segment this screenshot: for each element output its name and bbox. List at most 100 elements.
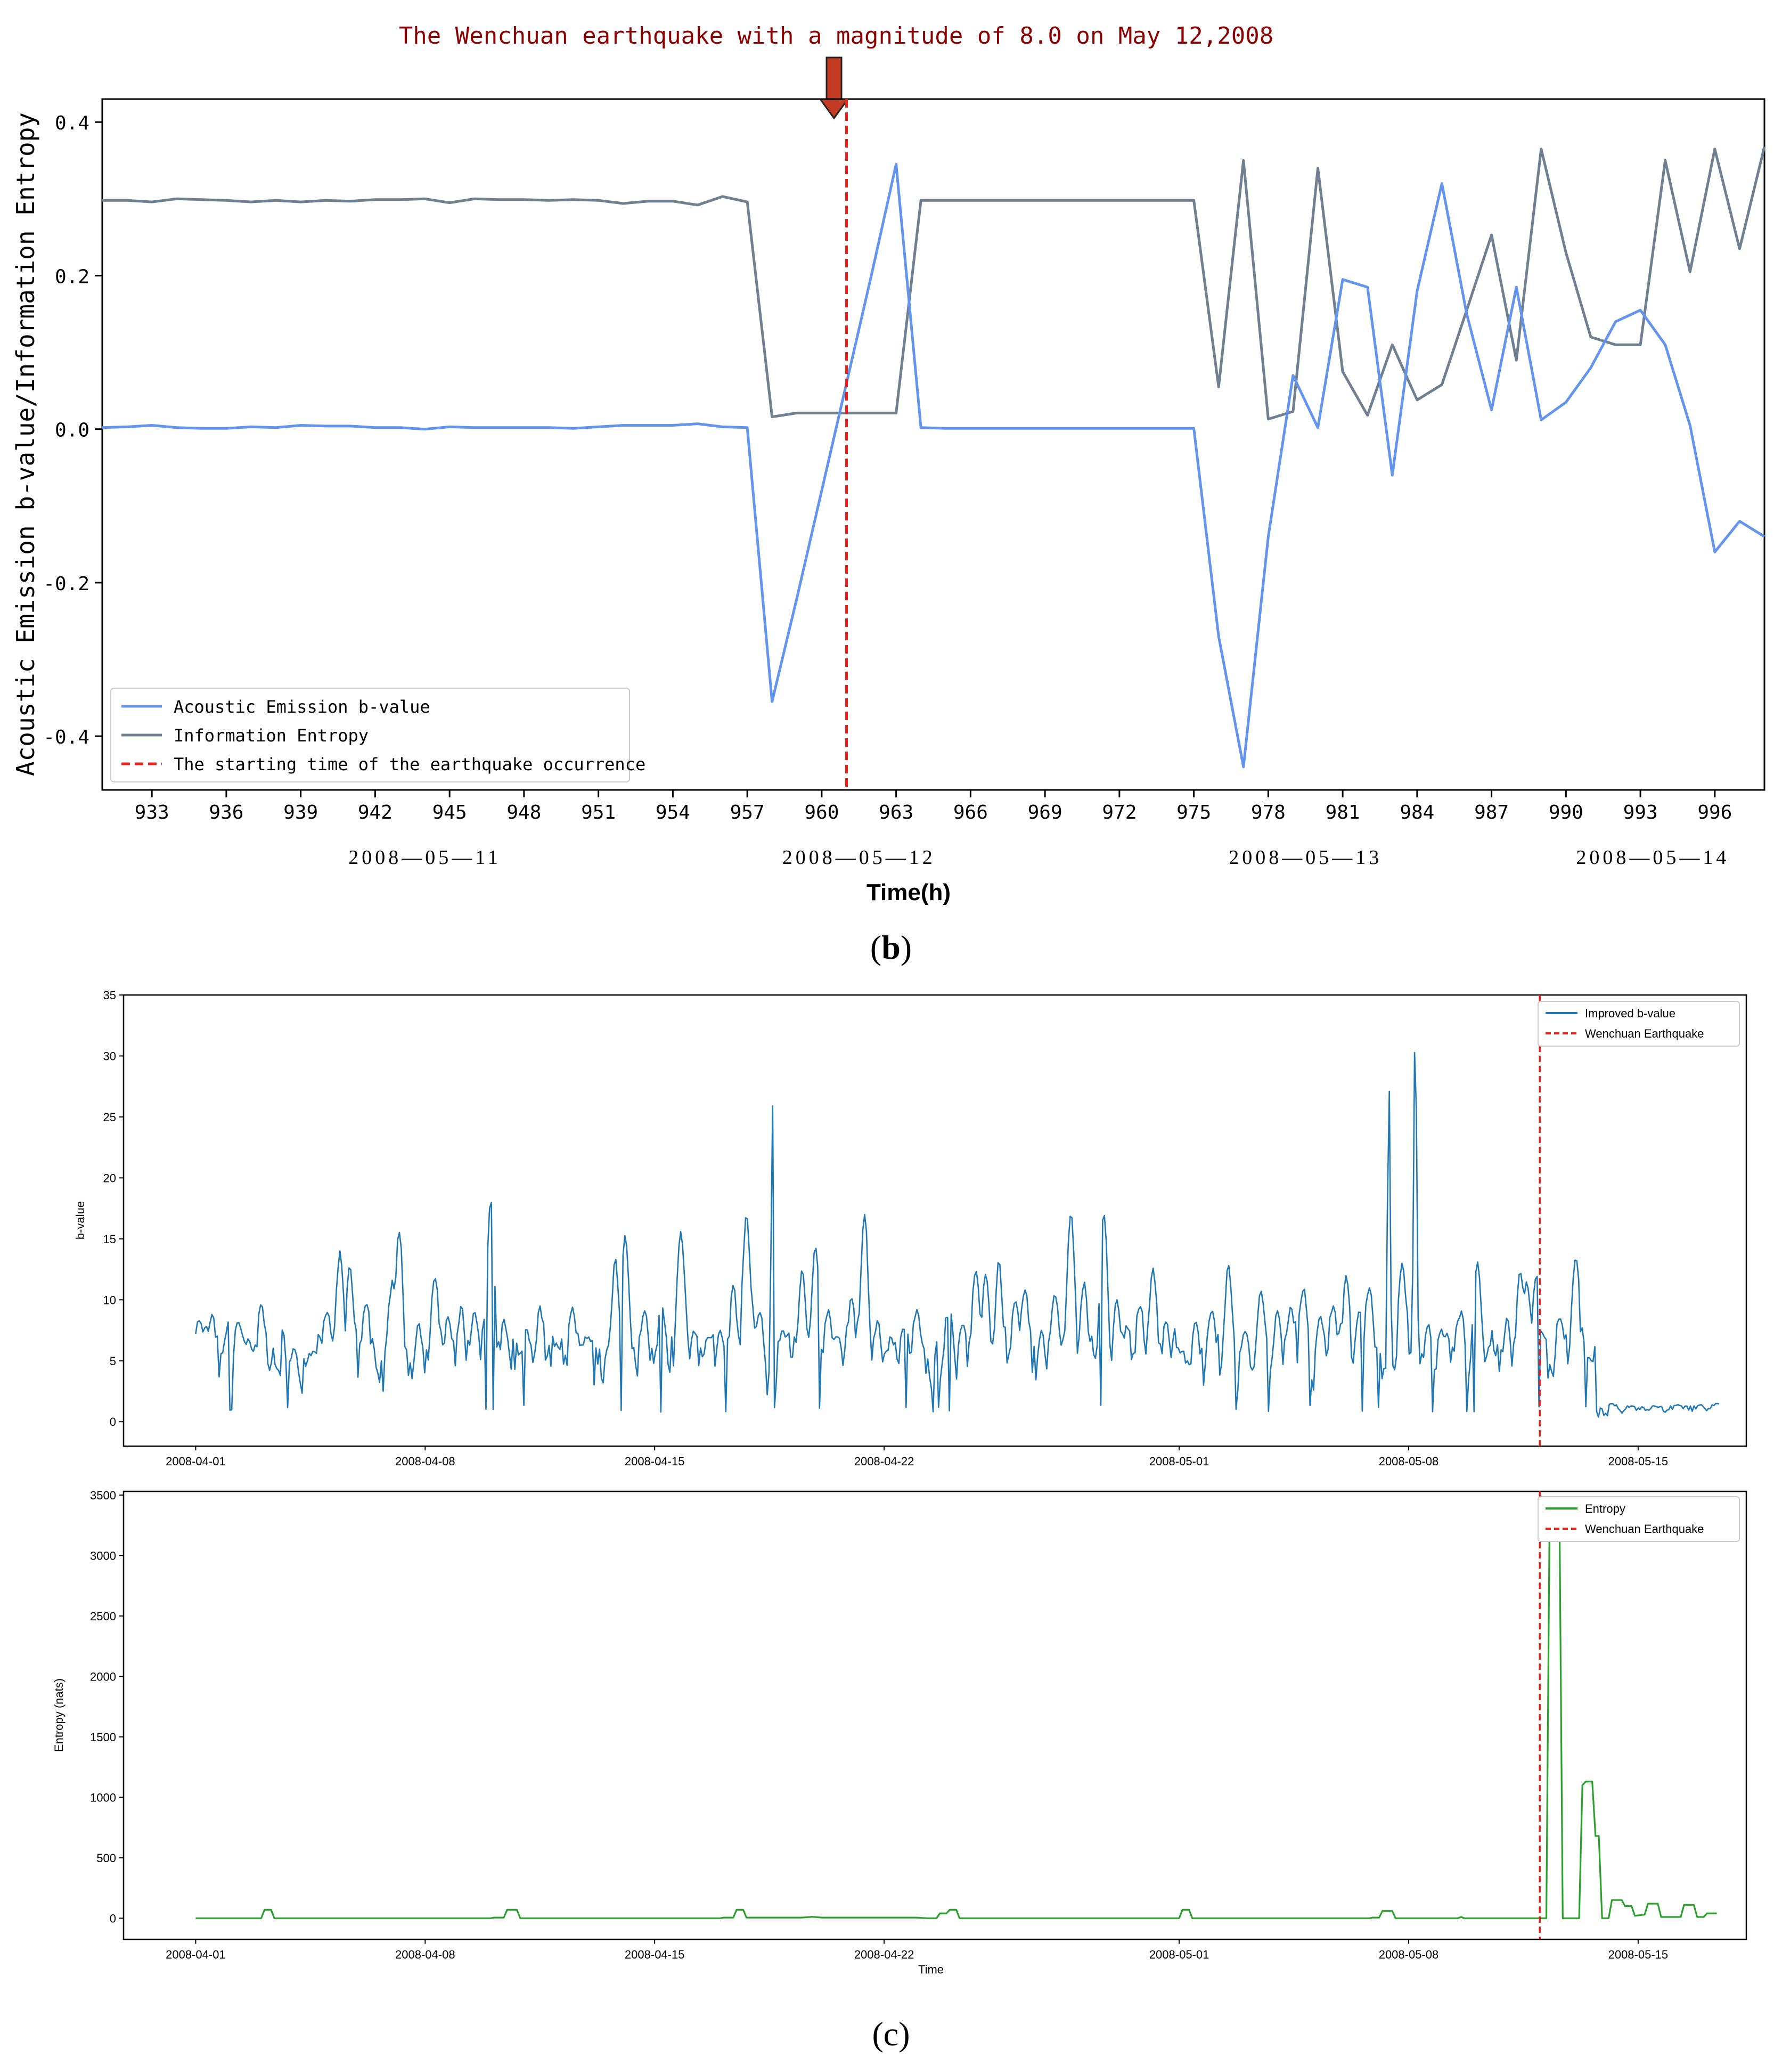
- x-tick-label: 2008-04-08: [395, 1455, 455, 1468]
- y-tick-label: 30: [103, 1049, 116, 1063]
- legend-label: Entropy: [1585, 1502, 1625, 1515]
- x-tick-label: 987: [1474, 802, 1509, 823]
- x-tick-label: 984: [1400, 802, 1434, 823]
- x-tick-label: 957: [730, 802, 765, 823]
- bvalue-line: [102, 163, 1765, 769]
- y-tick-label: 3500: [90, 1489, 116, 1502]
- chart-c-entropy-y-axis: 0 500 1000 1500 2000 2500 3000 3500: [90, 1489, 124, 1925]
- chart-b-y-axis: 0.4 0.2 0.0 -0.2 -0.4: [43, 112, 102, 748]
- y-tick-label: 0: [110, 1912, 116, 1925]
- x-tick-label: 948: [506, 802, 541, 823]
- legend-label: Information Entropy: [174, 725, 369, 746]
- annotation-arrow-icon: [819, 56, 849, 120]
- chart-c-bvalue-series: [195, 1051, 1720, 1418]
- y-tick-label: -0.4: [43, 727, 89, 748]
- chart-b-plot-area: [101, 98, 1765, 791]
- x-tick-label: 975: [1176, 802, 1211, 823]
- chart-c-bvalue-legend: Improved b-value Wenchuan Earthquake: [1538, 1001, 1740, 1047]
- legend-label: The starting time of the earthquake occu…: [174, 754, 645, 774]
- chart-b-legend: Acoustic Emission b-value Information Ent…: [110, 688, 645, 782]
- improved-bvalue-line: [195, 1051, 1720, 1418]
- y-tick-label: 2500: [90, 1610, 116, 1623]
- x-tick-label: 978: [1251, 802, 1286, 823]
- chart-c-entropy-x-axis: 2008-04-01 2008-04-08 2008-04-15 2008-04-22…: [166, 1939, 1668, 1961]
- chart-c-bvalue-x-axis: 2008-04-01 2008-04-08 2008-04-15 2008-04-22…: [166, 1446, 1668, 1468]
- entropy-line: [195, 1508, 1717, 1919]
- chart-b-x-axis: 933 936 939 942 945 948 951 954 957 960 963 966 969 9…: [135, 790, 1732, 823]
- panel-label-c: (c): [872, 2015, 910, 2053]
- y-tick-label: 0.2: [55, 266, 89, 288]
- chart-c-bvalue-plot-area: [122, 994, 1747, 1447]
- x-tick-label: 2008-04-22: [854, 1948, 914, 1961]
- y-tick-label: 3000: [90, 1549, 116, 1562]
- panel-label-c-letter: c: [884, 2015, 898, 2053]
- chart-b: The Wenchuan earthquake with a magnitude…: [11, 22, 1766, 966]
- x-tick-label: 960: [804, 802, 839, 823]
- chart-b-series: [102, 146, 1766, 769]
- y-tick-label: -0.2: [43, 573, 89, 595]
- x-tick-label: 2008-05-15: [1608, 1455, 1669, 1468]
- legend-label: Wenchuan Earthquake: [1585, 1027, 1704, 1040]
- x-tick-label: 945: [432, 802, 467, 823]
- x-tick-label: 996: [1697, 802, 1732, 823]
- panel-label-b-letter: b: [881, 928, 901, 966]
- x-tick-label: 2008-05-01: [1149, 1948, 1209, 1961]
- y-tick-label: 5: [110, 1355, 116, 1368]
- chart-c-entropy-plot-area: [122, 1490, 1747, 1940]
- x-tick-label: 939: [283, 802, 318, 823]
- date-label: 2008—05—14: [1576, 846, 1729, 869]
- panel-label-b: (b): [870, 928, 912, 966]
- x-tick-label: 2008-04-15: [625, 1455, 685, 1468]
- x-tick-label: 981: [1326, 802, 1360, 823]
- y-tick-label: 1500: [90, 1731, 116, 1744]
- date-label: 2008—05—11: [348, 846, 501, 869]
- date-label: 2008—05—12: [782, 846, 936, 869]
- chart-b-x-axis-label: Time(h): [867, 879, 951, 906]
- chart-c-entropy-x-axis-label: Time: [918, 1963, 944, 1976]
- y-tick-label: 15: [103, 1233, 116, 1246]
- chart-c-entropy-series: [195, 1508, 1717, 1919]
- date-label: 2008—05—13: [1229, 846, 1382, 869]
- x-tick-label: 963: [879, 802, 913, 823]
- y-tick-label: 1000: [90, 1791, 116, 1804]
- x-tick-label: 966: [953, 802, 988, 823]
- chart-c-entropy-y-axis-label: Entropy (nats): [52, 1678, 66, 1752]
- y-tick-label: 25: [103, 1111, 116, 1124]
- earthquake-annotation: The Wenchuan earthquake with a magnitude…: [399, 22, 1273, 50]
- chart-b-y-axis-label: Acoustic Emission b-value/Information En…: [11, 112, 40, 776]
- chart-c-bvalue-y-axis: 0 5 10 15 20 25 30 35: [103, 989, 124, 1429]
- legend-label: Acoustic Emission b-value: [174, 697, 430, 717]
- x-tick-label: 936: [209, 802, 243, 823]
- x-tick-label: 972: [1102, 802, 1137, 823]
- chart-c-bvalue-y-axis-label: b-value: [73, 1201, 87, 1239]
- y-tick-label: 35: [103, 989, 116, 1002]
- x-tick-label: 969: [1028, 802, 1062, 823]
- x-tick-label: 933: [135, 802, 169, 823]
- chart-b-date-labels: 2008—05—11 2008—05—12 2008—05—13 2008—05—14: [348, 846, 1729, 869]
- x-tick-label: 2008-04-01: [166, 1455, 226, 1468]
- y-tick-label: 0.4: [55, 112, 89, 134]
- x-tick-label: 990: [1549, 802, 1583, 823]
- x-tick-label: 2008-04-15: [625, 1948, 685, 1961]
- x-tick-label: 993: [1623, 802, 1658, 823]
- x-tick-label: 942: [358, 802, 393, 823]
- y-tick-label: 20: [103, 1171, 116, 1185]
- x-tick-label: 2008-04-08: [395, 1948, 455, 1961]
- x-tick-label: 2008-05-08: [1379, 1455, 1439, 1468]
- y-tick-label: 0.0: [55, 420, 89, 442]
- legend-label: Improved b-value: [1585, 1007, 1675, 1020]
- chart-c-entropy-legend: Entropy Wenchuan Earthquake: [1538, 1496, 1740, 1542]
- x-tick-label: 954: [656, 802, 690, 823]
- legend-label: Wenchuan Earthquake: [1585, 1522, 1704, 1536]
- x-tick-label: 2008-05-01: [1149, 1455, 1209, 1468]
- x-tick-label: 2008-05-15: [1608, 1948, 1669, 1961]
- x-tick-label: 951: [581, 802, 616, 823]
- x-tick-label: 2008-04-22: [854, 1455, 914, 1468]
- y-tick-label: 500: [96, 1851, 116, 1865]
- x-tick-label: 2008-05-08: [1379, 1948, 1439, 1961]
- x-tick-label: 2008-04-01: [166, 1948, 226, 1961]
- y-tick-label: 2000: [90, 1670, 116, 1683]
